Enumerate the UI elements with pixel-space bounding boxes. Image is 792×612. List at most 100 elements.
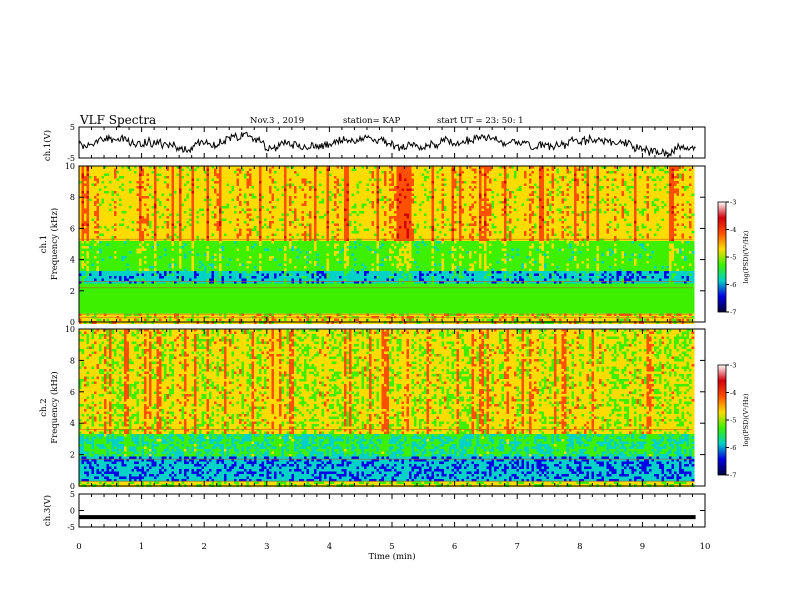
spectrogram-cell — [191, 166, 195, 169]
spectrogram-cell — [234, 266, 237, 269]
spectrogram-cell — [266, 273, 270, 277]
spectrogram-cell — [241, 276, 245, 279]
spectrogram-cell — [139, 278, 142, 282]
spectrogram-cell — [146, 246, 150, 249]
spectrogram-cell — [231, 238, 235, 242]
spectrogram-cell — [141, 173, 145, 177]
spectrogram-cell — [149, 256, 152, 259]
spectrogram-cell — [219, 223, 222, 227]
spectrogram-cell — [154, 241, 157, 244]
spectrogram-cell — [244, 283, 247, 287]
spectrogram-cell — [81, 291, 85, 294]
spectrogram-cell — [109, 263, 112, 267]
spectrogram-cell — [84, 213, 87, 217]
spectrogram-cell — [146, 241, 150, 244]
date-label: Nov.3 , 2019 — [250, 116, 304, 126]
spectrogram-cell — [169, 173, 172, 177]
spectrogram-cell — [256, 166, 260, 169]
spectrogram-cell — [261, 283, 265, 287]
spectrogram-cell — [249, 228, 252, 232]
spectrogram-cell — [146, 206, 150, 209]
spectrogram-cell — [139, 181, 142, 184]
spectrogram-cell — [216, 288, 220, 292]
spectrogram-cell — [264, 313, 267, 317]
spectrogram-cell — [184, 213, 187, 217]
spectrogram-cell — [164, 248, 167, 252]
spectrogram-cell — [231, 203, 235, 207]
spectrogram-cell — [206, 186, 210, 189]
spectrogram-cell — [99, 271, 102, 274]
spectrogram-cell — [94, 288, 97, 292]
spectrogram-cell — [121, 243, 125, 247]
spectrogram-cell — [96, 236, 100, 239]
spectrogram-cell — [154, 198, 157, 202]
spectrogram-cell — [86, 318, 90, 322]
spectrogram-cell — [156, 216, 160, 219]
spectrogram-cell — [114, 298, 117, 302]
spectrogram-cell — [91, 301, 95, 304]
spectrogram-cell — [131, 238, 135, 242]
spectrogram-cell — [169, 233, 172, 237]
spectrogram-cell — [144, 291, 147, 294]
spectrogram-cell — [126, 168, 130, 172]
spectrogram-cell — [244, 218, 247, 222]
spectrogram-cell — [201, 198, 205, 202]
spectrogram-cell — [154, 276, 157, 279]
spectrogram-cell — [206, 171, 210, 174]
spectrogram-cell — [79, 303, 82, 307]
spectrogram-cell — [191, 243, 195, 247]
spectrogram-cell — [101, 246, 105, 249]
spectrogram-cell — [94, 318, 97, 322]
spectrogram-cell — [96, 186, 100, 189]
spectrogram-cell — [164, 313, 167, 317]
spectrogram-cell — [131, 183, 135, 187]
spectrogram-cell — [246, 306, 250, 309]
spectrogram-cell — [161, 291, 165, 294]
spectrogram-cell — [104, 211, 107, 214]
spectrogram-cell — [261, 288, 265, 292]
spectrogram-cell — [269, 178, 272, 182]
spectrogram-cell — [159, 196, 162, 199]
spectrogram-cell — [176, 266, 180, 269]
spectrogram-cell — [116, 296, 120, 299]
spectrogram-cell — [259, 263, 262, 267]
spectrogram-cell — [104, 311, 107, 314]
spectrogram-cell — [131, 248, 135, 252]
spectrogram-cell — [134, 246, 137, 249]
spectrogram-cell — [109, 293, 112, 297]
spectrogram-cell — [259, 306, 262, 309]
spectrogram-cell — [236, 318, 240, 322]
spectrogram-cell — [251, 311, 255, 314]
spectrogram-cell — [214, 241, 217, 244]
spectrogram-cell — [116, 238, 120, 242]
spectrogram-cell — [186, 231, 190, 234]
spectrogram-cell — [221, 223, 225, 227]
spectrogram-cell — [156, 203, 160, 207]
spectrogram-cell — [239, 223, 242, 227]
spectrogram-cell — [234, 168, 237, 172]
spectrogram-cell — [201, 306, 205, 309]
spectrogram-cell — [126, 313, 130, 317]
spectrogram-cell — [89, 181, 92, 184]
spectrogram-cell — [131, 196, 135, 199]
spectrogram-cell — [144, 208, 147, 212]
spectrogram-cell — [194, 258, 197, 262]
spectrogram-cell — [241, 206, 245, 209]
spectrogram-cell — [169, 243, 172, 247]
spectrogram-cell — [106, 276, 110, 279]
spectrogram-cell — [114, 278, 117, 282]
spectrogram-cell — [236, 246, 240, 249]
spectrogram-cell — [79, 261, 82, 264]
spectrogram-cell — [86, 273, 90, 277]
spectrogram-cell — [159, 233, 162, 237]
spectrogram-cell — [264, 266, 267, 269]
spectrogram-cell — [226, 203, 230, 207]
spectrogram-cell — [159, 181, 162, 184]
spectrogram-cell — [184, 248, 187, 252]
spectrogram-cell — [211, 188, 215, 192]
spectrogram-cell — [86, 181, 90, 184]
spectrogram-cell — [209, 208, 212, 212]
spectrogram-cell — [246, 261, 250, 264]
spectrogram-cell — [96, 263, 100, 267]
spectrogram-cell — [271, 186, 275, 189]
